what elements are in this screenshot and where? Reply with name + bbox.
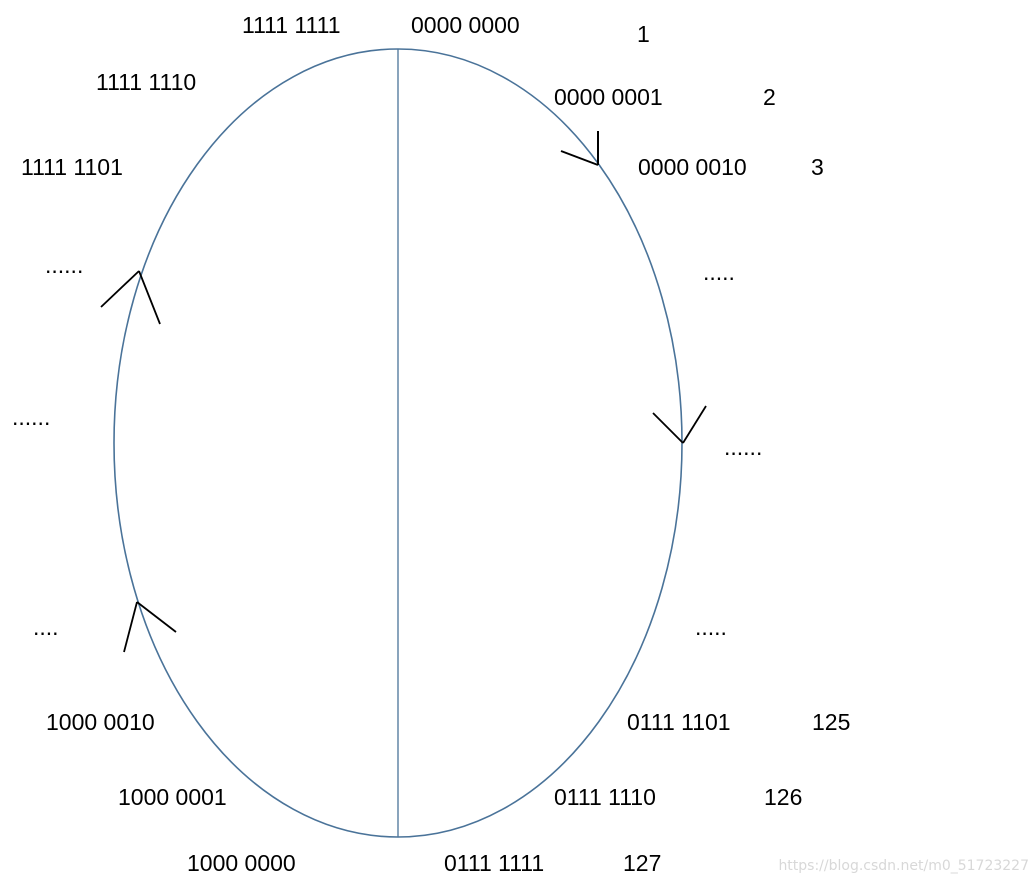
label-right-index-125: 125 xyxy=(812,709,851,735)
label-left-ellipsis-2: ...... xyxy=(12,404,51,430)
label-top-right-value: 0000 0000 xyxy=(411,12,520,38)
label-right-ellipsis-3: ..... xyxy=(695,614,727,640)
label-right-value-2: 0000 0001 xyxy=(554,84,663,110)
label-bottom-right-index: 127 xyxy=(623,850,662,876)
label-right-value-3: 0000 0010 xyxy=(638,154,747,180)
label-right-index-2: 2 xyxy=(763,84,776,110)
label-left-ellipsis-3: .... xyxy=(33,614,59,640)
label-left-value-3: 1000 0010 xyxy=(46,709,155,735)
label-right-ellipsis-1: ..... xyxy=(703,259,735,285)
label-right-value-126: 0111 1110 xyxy=(554,784,656,810)
label-right-index-3: 3 xyxy=(811,154,824,180)
label-left-value-2: 1111 1101 xyxy=(21,154,123,180)
label-right-value-125: 0111 1101 xyxy=(627,709,731,735)
label-left-value-4: 1000 0001 xyxy=(118,784,227,810)
label-bottom-right-value: 0111 1111 xyxy=(444,850,545,876)
label-left-value-1: 1111 1110 xyxy=(96,69,197,95)
label-right-ellipsis-2: ...... xyxy=(724,434,763,460)
arrow-left-upper xyxy=(100,270,161,325)
arrow-right-middle xyxy=(652,405,707,444)
arrow-top-right xyxy=(560,131,599,166)
arrow-left-lower xyxy=(123,601,177,653)
label-left-ellipsis-1: ...... xyxy=(45,252,84,278)
label-top-right-index: 1 xyxy=(637,21,650,47)
label-right-index-126: 126 xyxy=(764,784,803,810)
label-bottom-left-value: 1000 0000 xyxy=(187,850,296,876)
watermark-text: https://blog.csdn.net/m0_51723227 xyxy=(778,858,1029,874)
label-top-left-value: 1111 1111 xyxy=(242,12,341,38)
